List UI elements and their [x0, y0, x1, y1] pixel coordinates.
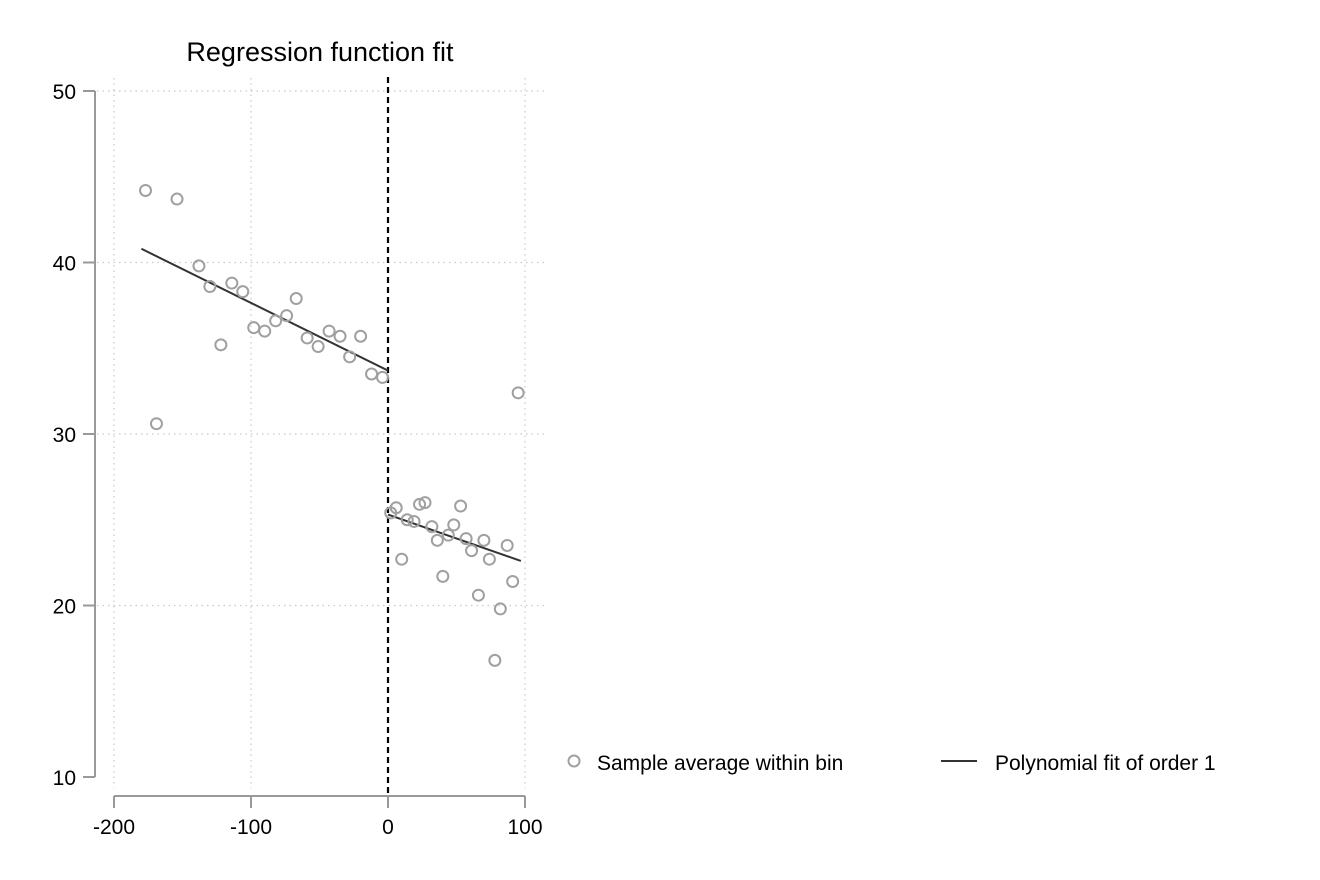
x-tick-label: -100 [230, 816, 272, 839]
scatter-point [400, 513, 414, 527]
scatter-point [280, 309, 294, 323]
fit-line [387, 513, 522, 562]
scatter-point [333, 329, 347, 343]
y-tick-label: 40 [53, 253, 76, 276]
scatter-point [506, 574, 520, 588]
scatter-point [311, 340, 325, 354]
scatter-point [488, 653, 502, 667]
scatter-point [365, 367, 379, 381]
scatter-point [203, 280, 217, 294]
scatter-point [322, 324, 336, 338]
scatter-point [425, 520, 439, 534]
scatter-point [511, 386, 525, 400]
scatter-point [300, 331, 314, 345]
grid [97, 78, 547, 788]
scatter-point [500, 538, 514, 552]
scatter-point [441, 528, 455, 542]
scatter-point [407, 514, 421, 528]
scatter-points [139, 183, 525, 667]
scatter-point [430, 533, 444, 547]
legend-marker-points [567, 754, 581, 768]
scatter-point [436, 569, 450, 583]
scatter-point [454, 499, 468, 513]
scatter-point [354, 329, 368, 343]
scatter-point [170, 192, 184, 206]
scatter-point [493, 602, 507, 616]
x-tick-label: 100 [507, 816, 542, 839]
legend-label-points: Sample average within bin [597, 752, 843, 775]
scatter-point [471, 588, 485, 602]
scatter-point [214, 338, 228, 352]
scatter-point [413, 497, 427, 511]
scatter-point [258, 324, 272, 338]
axes: 10 20 30 40 50 -200 -100 0 100 [53, 77, 543, 839]
scatter-point [389, 501, 403, 515]
fit-lines [140, 247, 522, 562]
y-tick-label: 10 [53, 767, 76, 790]
scatter-point [149, 417, 163, 431]
x-tick-label: 0 [382, 816, 394, 839]
scatter-point [192, 259, 206, 273]
scatter-point [269, 314, 283, 328]
scatter-point [225, 276, 239, 290]
chart-title: Regression function fit [186, 37, 454, 67]
scatter-point [376, 370, 390, 384]
x-tick-label: -200 [93, 816, 135, 839]
scatter-point [247, 321, 261, 335]
scatter-point [395, 552, 409, 566]
legend-label-fit: Polynomial fit of order 1 [995, 752, 1216, 775]
scatter-point [343, 350, 357, 364]
fit-line [140, 247, 389, 372]
scatter-point [289, 292, 303, 306]
scatter-point [482, 552, 496, 566]
y-tick-label: 30 [53, 424, 76, 447]
scatter-point [418, 496, 432, 510]
scatter-point [459, 532, 473, 546]
legend: Sample average within bin Polynomial fit… [567, 752, 1216, 775]
scatter-point [447, 518, 461, 532]
y-tick-label: 20 [53, 596, 76, 619]
scatter-point [139, 183, 153, 197]
scatter-point [465, 544, 479, 558]
scatter-point [236, 285, 250, 299]
scatter-point [477, 533, 491, 547]
y-tick-label: 50 [53, 81, 76, 104]
